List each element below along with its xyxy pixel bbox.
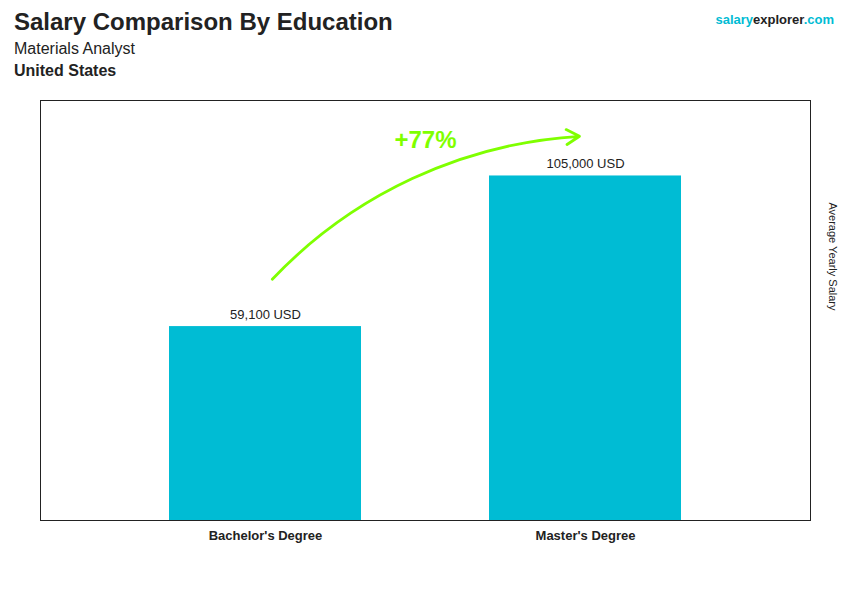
html-text:Salary Comparison By Education: Salary Comparison By Education: [14, 8, 393, 35]
html-text:Materials Analyst: Materials Analyst: [14, 40, 135, 57]
svg-text:Average Yearly Salary: Average Yearly Salary: [827, 202, 839, 311]
svg-text:+77%: +77%: [394, 126, 456, 153]
svg-text:105,000 USD: 105,000 USD: [546, 156, 624, 171]
svg-text:Master's Degree: Master's Degree: [536, 528, 636, 543]
html-text:United States: United States: [14, 62, 117, 79]
svg-text:59,100 USD: 59,100 USD: [230, 307, 301, 322]
html-text:salary explorer.com: salary explorer.com: [715, 12, 834, 27]
svg-text:Bachelor's Degree: Bachelor's Degree: [209, 528, 323, 543]
